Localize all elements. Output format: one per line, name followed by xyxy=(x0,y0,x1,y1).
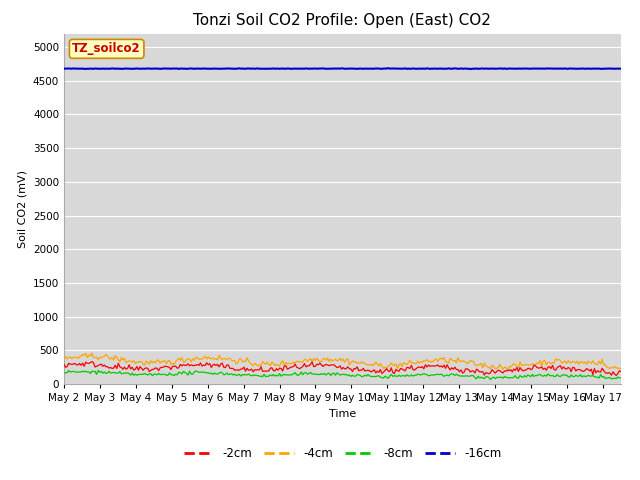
Legend: -2cm, -4cm, -8cm, -16cm: -2cm, -4cm, -8cm, -16cm xyxy=(179,443,506,465)
Y-axis label: Soil CO2 (mV): Soil CO2 (mV) xyxy=(17,170,28,248)
Text: TZ_soilco2: TZ_soilco2 xyxy=(72,42,141,55)
Title: Tonzi Soil CO2 Profile: Open (East) CO2: Tonzi Soil CO2 Profile: Open (East) CO2 xyxy=(193,13,492,28)
X-axis label: Time: Time xyxy=(329,408,356,419)
